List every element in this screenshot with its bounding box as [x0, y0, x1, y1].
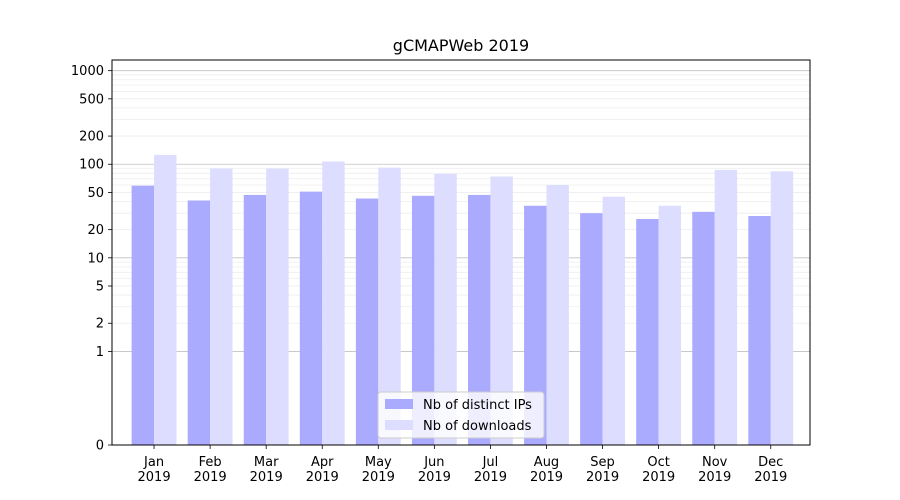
- bar-downloads: [658, 205, 682, 445]
- plot-frame: [111, 59, 811, 446]
- bar-ips: [187, 200, 211, 445]
- bar-downloads: [490, 176, 513, 446]
- x-tick-year: 2019: [474, 470, 507, 485]
- x-tick-year: 2019: [138, 470, 171, 485]
- x-tick-month: Jul: [482, 455, 499, 470]
- x-tick-label: Feb 2019: [194, 455, 227, 485]
- bar-ips: [580, 213, 603, 445]
- x-tick-year: 2019: [194, 470, 227, 485]
- x-tick-month: Jan: [143, 455, 164, 470]
- legend: Nb of distinct IPs Nb of downloads: [377, 391, 545, 439]
- legend-swatch-ips: [385, 399, 413, 409]
- bar-downloads: [434, 173, 457, 446]
- x-tick-label: Apr 2019: [306, 455, 339, 485]
- x-tick-label: Jan 2019: [138, 455, 171, 485]
- x-tick-month: Jun: [423, 455, 444, 470]
- legend-label-downloads: Nb of downloads: [423, 419, 532, 434]
- bar-downloads: [770, 171, 794, 445]
- bar-downloads: [154, 154, 177, 445]
- y-tick-label: 2: [96, 317, 104, 332]
- chart-title: gCMAPWeb 2019: [393, 36, 529, 55]
- bar-downloads: [546, 185, 569, 445]
- x-tick-year: 2019: [530, 470, 563, 485]
- bar-ips: [299, 191, 323, 445]
- bar-downloads: [322, 161, 345, 445]
- x-tick-label: Dec 2019: [754, 455, 787, 485]
- x-tick-year: 2019: [698, 470, 731, 485]
- x-tick-year: 2019: [642, 470, 675, 485]
- x-tick-label: May 2019: [362, 455, 395, 485]
- y-tick-label: 1: [96, 345, 104, 360]
- bar-ips: [636, 218, 659, 445]
- x-tick-label: Oct 2019: [642, 455, 675, 485]
- x-tick-month: Apr: [311, 455, 334, 470]
- legend-box: [377, 391, 545, 439]
- x-tick-year: 2019: [250, 470, 283, 485]
- legend-label-ips: Nb of distinct IPs: [423, 398, 532, 413]
- bar-ips: [748, 215, 771, 445]
- bar-downloads: [378, 167, 401, 445]
- x-tick-month: Nov: [702, 455, 728, 470]
- y-tick-label: 200: [79, 130, 104, 145]
- y-tick-label: 10: [87, 251, 104, 266]
- x-tick-label: Sep 2019: [586, 455, 619, 485]
- x-tick-label: Aug 2019: [530, 455, 563, 485]
- bar-downloads: [266, 168, 289, 445]
- x-tick-month: Oct: [647, 455, 669, 470]
- x-tick-month: Feb: [199, 455, 222, 470]
- bars-layer: [131, 154, 794, 446]
- x-tick-label: Jun 2019: [418, 455, 451, 485]
- bar-ips: [692, 211, 715, 445]
- y-tick-label: 0: [96, 439, 104, 454]
- y-axis: 0 1 2 5 10 20 50 100 200 500 1000: [71, 64, 112, 454]
- x-tick-label: Mar 2019: [250, 455, 283, 485]
- bar-downloads: [714, 169, 738, 445]
- x-tick-month: Dec: [758, 455, 783, 470]
- x-tick-month: Mar: [254, 455, 279, 470]
- x-tick-month: May: [365, 455, 392, 470]
- y-tick-label: 20: [87, 223, 104, 238]
- x-tick-label: Jul 2019: [474, 455, 507, 485]
- bar-downloads: [602, 196, 625, 445]
- bar-ips: [355, 198, 379, 445]
- x-tick-year: 2019: [754, 470, 787, 485]
- x-tick-year: 2019: [586, 470, 619, 485]
- bar-ips: [243, 194, 267, 445]
- bar-ips: [411, 195, 435, 445]
- legend-swatch-downloads: [385, 420, 413, 430]
- y-tick-label: 50: [87, 186, 104, 201]
- x-tick-year: 2019: [306, 470, 339, 485]
- y-tick-label: 500: [79, 92, 104, 107]
- y-tick-label: 1000: [71, 64, 104, 79]
- bar-ips: [131, 185, 155, 446]
- bar-ips: [524, 205, 547, 445]
- y-tick-label: 100: [79, 158, 104, 173]
- x-tick-label: Nov 2019: [698, 455, 731, 485]
- y-tick-label: 5: [96, 280, 104, 295]
- x-tick-year: 2019: [362, 470, 395, 485]
- x-tick-month: Aug: [534, 455, 559, 470]
- x-tick-year: 2019: [418, 470, 451, 485]
- bar-ips: [468, 194, 491, 445]
- x-tick-month: Sep: [590, 455, 615, 470]
- bar-downloads: [210, 168, 233, 445]
